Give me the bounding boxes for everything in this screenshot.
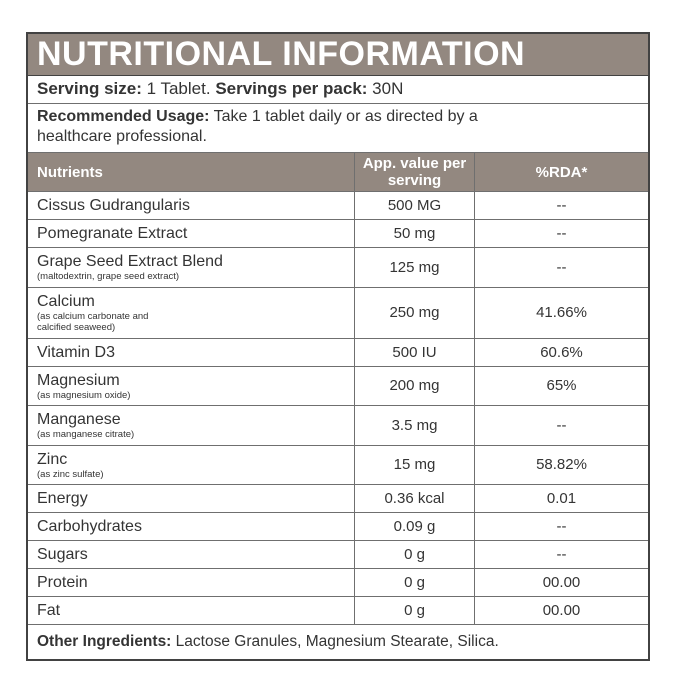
nutrient-name: Cissus Gudrangularis: [37, 197, 190, 214]
header-rda: %RDA*: [474, 153, 648, 191]
nutrient-name-cell: Calcium (as calcium carbonate and calcifi…: [28, 288, 354, 338]
nutrient-value-cell: 500 IU: [354, 338, 474, 366]
nutrient-name: Vitamin D3: [37, 343, 115, 361]
nutrient-rda-cell: 41.66%: [474, 287, 648, 338]
nutrient-name-cell: Zinc (as zinc sulfate): [28, 446, 354, 485]
nutrient-source-note: (as calcium carbonate and calcified seaw…: [37, 310, 149, 334]
nutrient-value-cell: 0.09 g: [354, 513, 474, 540]
nutrient-name: Fat: [37, 602, 61, 619]
nutrient-source-note: (as manganese citrate): [37, 429, 135, 440]
serving-size-value: 1 Tablet.: [146, 79, 211, 98]
nutrient-name-cell: Fat: [28, 597, 354, 624]
table-row: Cissus Gudrangularis 500 MG --: [28, 191, 648, 219]
table-row: Fat 0 g 00.00: [28, 596, 648, 624]
table-row: Manganese (as manganese citrate) 3.5 mg --: [28, 405, 648, 445]
nutrient-name-cell: Pomegranate Extract: [28, 220, 354, 247]
nutrient-value-cell: 0 g: [354, 541, 474, 568]
nutrient-rda-cell: --: [474, 220, 648, 247]
servings-per-pack-label: Servings per pack:: [215, 79, 368, 98]
other-ingredients-row: Other Ingredients: Lactose Granules, Mag…: [28, 624, 648, 659]
nutrient-name: Zinc: [37, 450, 68, 468]
nutrient-rda-cell: 0.01: [474, 485, 648, 512]
nutrient-rows: Cissus Gudrangularis 500 MG -- Pomegranate …: [28, 191, 648, 624]
header-app-value: App. value per serving: [354, 153, 474, 191]
nutrient-source-note: (maltodextrin, grape seed extract): [37, 271, 180, 282]
nutrient-rda-cell: 60.6%: [474, 338, 648, 366]
nutrient-name: Grape Seed Extract Blend: [37, 253, 223, 270]
table-row: Calcium (as calcium carbonate and calcifi…: [28, 286, 648, 338]
nutrient-name: Calcium: [37, 292, 95, 310]
nutrient-value-cell: 250 mg: [354, 287, 474, 338]
nutrient-value-cell: 200 mg: [354, 366, 474, 405]
recommended-usage-label: Recommended Usage:: [37, 108, 210, 125]
nutrient-rda-cell: 58.82%: [474, 445, 648, 484]
nutrient-name-cell: Grape Seed Extract Blend (maltodextrin, g…: [28, 248, 354, 287]
serving-info-row: Serving size: 1 Tablet. Servings per pac…: [28, 76, 648, 104]
recommended-usage-text: Take 1 tablet daily or as directed by a …: [37, 108, 478, 145]
recommended-usage-text-wrap: Recommended Usage: Take 1 tablet daily o…: [37, 107, 485, 147]
nutrient-name-cell: Carbohydrates: [28, 513, 354, 540]
nutrient-name: Energy: [37, 490, 88, 507]
nutrient-name-cell: Energy: [28, 485, 354, 512]
nutrient-name-cell: Sugars: [28, 541, 354, 568]
nutrient-rda-cell: --: [474, 541, 648, 568]
header-nutrients: Nutrients: [37, 163, 103, 181]
nutrient-name-cell: Manganese (as manganese citrate): [28, 406, 354, 445]
serving-size-label: Serving size:: [37, 79, 142, 98]
nutrient-rda-cell: --: [474, 513, 648, 540]
nutrient-name-cell: Cissus Gudrangularis: [28, 192, 354, 219]
nutrient-value-cell: 0.36 kcal: [354, 485, 474, 512]
nutrient-source-note: (as zinc sulfate): [37, 468, 104, 480]
table-header-row: Nutrients App. value per serving %RDA*: [28, 153, 648, 191]
servings-per-pack-value: 30N: [372, 79, 404, 98]
table-row: Grape Seed Extract Blend (maltodextrin, g…: [28, 247, 648, 287]
nutrient-name-cell: Magnesium (as magnesium oxide): [28, 367, 354, 406]
table-row: Pomegranate Extract 50 mg --: [28, 219, 648, 247]
nutrient-rda-cell: --: [474, 248, 648, 287]
nutrient-value-cell: 500 MG: [354, 192, 474, 219]
recommended-usage-row: Recommended Usage: Take 1 tablet daily o…: [28, 104, 648, 153]
other-ingredients-text: Lactose Granules, Magnesium Stearate, Si…: [175, 633, 499, 650]
nutrient-name: Carbohydrates: [37, 518, 142, 535]
nutrient-rda-cell: 65%: [474, 366, 648, 405]
panel-title-text: NUTRITIONAL INFORMATION: [37, 35, 526, 73]
nutrient-value-cell: 15 mg: [354, 445, 474, 484]
table-row: Protein 0 g 00.00: [28, 568, 648, 596]
nutrient-rda-cell: --: [474, 192, 648, 219]
nutrient-value-cell: 125 mg: [354, 248, 474, 287]
nutrient-rda-cell: 00.00: [474, 597, 648, 624]
nutrient-name: Sugars: [37, 546, 88, 563]
nutrient-source-note: (as magnesium oxide): [37, 389, 131, 401]
table-row: Sugars 0 g --: [28, 540, 648, 568]
nutrition-facts-panel: NUTRITIONAL INFORMATION Serving size: 1 …: [26, 32, 650, 661]
nutrient-name: Pomegranate Extract: [37, 225, 188, 242]
nutrient-name: Manganese: [37, 411, 121, 428]
nutrient-name: Protein: [37, 574, 88, 591]
nutrient-rda-cell: 00.00: [474, 569, 648, 596]
nutrient-name: Magnesium: [37, 371, 120, 389]
nutrient-name-cell: Protein: [28, 569, 354, 596]
table-row: Carbohydrates 0.09 g --: [28, 512, 648, 540]
nutrient-name-cell: Vitamin D3: [28, 339, 354, 366]
table-row: Vitamin D3 500 IU 60.6%: [28, 337, 648, 366]
other-ingredients-label: Other Ingredients:: [37, 633, 172, 650]
table-row: Energy 0.36 kcal 0.01: [28, 484, 648, 512]
nutrient-value-cell: 0 g: [354, 569, 474, 596]
nutrient-value-cell: 50 mg: [354, 220, 474, 247]
nutrient-rda-cell: --: [474, 406, 648, 445]
nutrient-value-cell: 3.5 mg: [354, 406, 474, 445]
panel-title: NUTRITIONAL INFORMATION: [28, 34, 648, 76]
nutrient-value-cell: 0 g: [354, 597, 474, 624]
table-row: Zinc (as zinc sulfate) 15 mg 58.82%: [28, 444, 648, 485]
table-row: Magnesium (as magnesium oxide) 200 mg 65%: [28, 365, 648, 406]
